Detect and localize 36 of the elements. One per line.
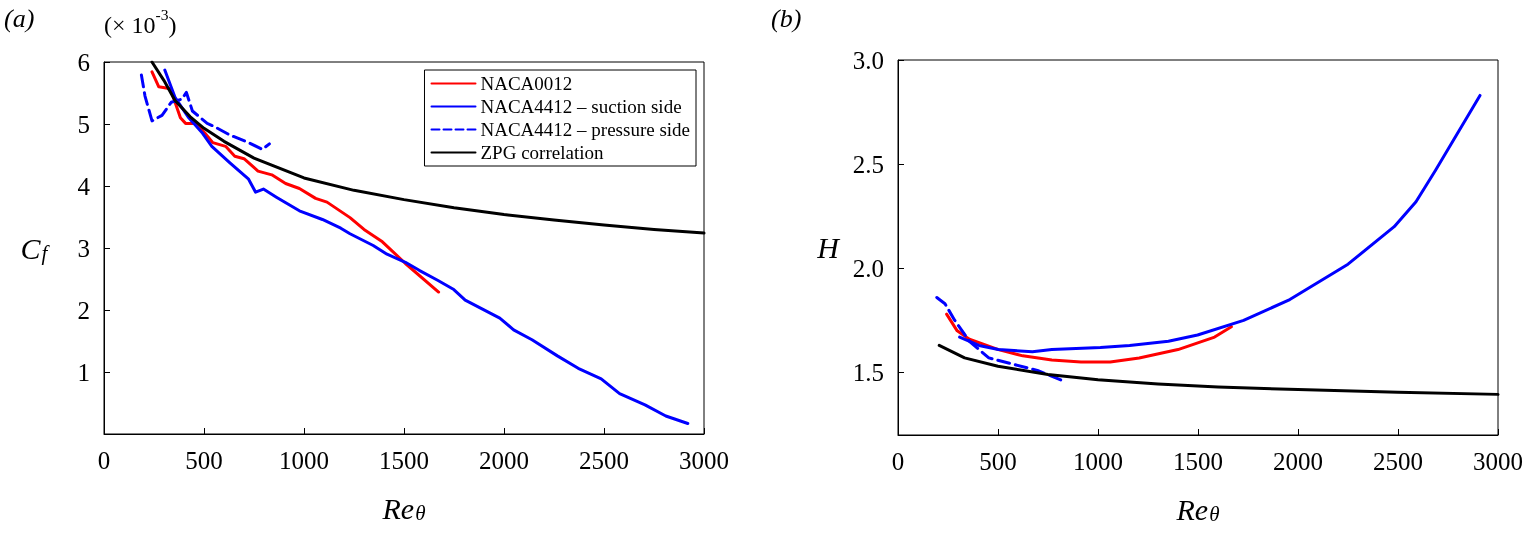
line-series [945,312,1233,364]
y-tick-label: 5 [77,110,90,138]
x-axis-title: Reθ [1175,493,1220,526]
x-tick-label: 1500 [379,447,429,474]
x-tick-label: 500 [185,447,223,474]
x-tick-label: 2000 [1273,448,1323,475]
line-series [150,70,441,294]
y-tick-label: 1 [77,358,90,386]
legend-label: NACA4412 – pressure side [480,119,691,140]
legend-label: NACA4412 – suction side [480,96,682,117]
y-tick-label: 3.0 [852,46,884,74]
x-tick-label: 0 [891,448,905,475]
x-tick-label: 3000 [679,447,729,474]
y-tick-label: 6 [77,48,90,76]
x-tick-label: 3000 [1473,448,1523,475]
x-tick-label: 1500 [1173,448,1223,475]
y-axis-title: H [816,231,842,264]
y-tick-label: 2.0 [852,254,884,282]
y-tick-label: 1.5 [852,359,884,386]
chart-title: (a) [4,4,35,34]
x-tick-label: 2500 [1373,448,1423,475]
legend-label: ZPG correlation [480,142,604,163]
x-tick-label: 2000 [479,447,529,474]
y-tick-label: 4 [77,172,91,200]
x-axis-title: Reθ [381,492,426,525]
y-tick-label: 2 [77,296,90,324]
chart-title: (b) [771,4,802,34]
x-tick-label: 1000 [1073,448,1123,475]
y-tick-label: 3 [77,234,90,262]
x-tick-label: 0 [97,447,111,474]
x-tick-label: 500 [979,448,1017,475]
y-tick-label: 2.5 [852,150,884,178]
legend-label: NACA0012 [480,73,573,94]
x-tick-label: 2500 [579,447,629,474]
y-axis-title: Cf [20,231,51,265]
x-tick-label: 1000 [279,447,329,474]
